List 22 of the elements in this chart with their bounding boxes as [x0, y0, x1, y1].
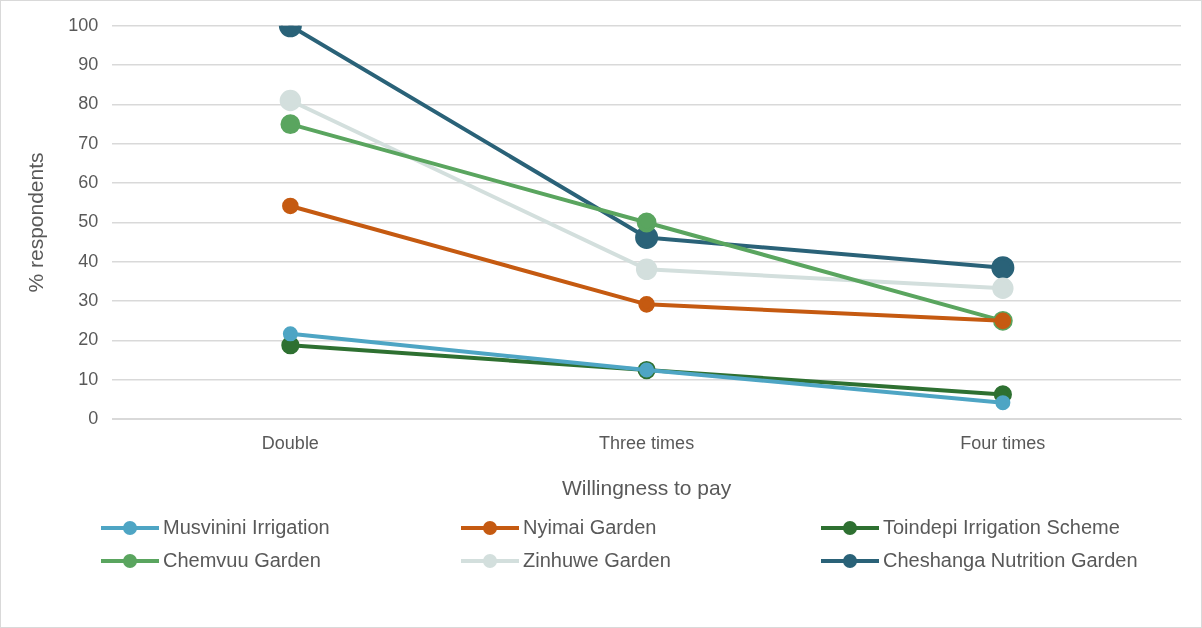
- y-tick-label: 90: [78, 54, 99, 75]
- y-tick-label: 60: [78, 172, 99, 193]
- legend-label: Cheshanga Nutrition Garden: [883, 549, 1138, 572]
- y-tick-label: 40: [78, 250, 99, 271]
- x-tick-label: Four times: [960, 432, 1046, 453]
- x-tick-label: Three times: [599, 432, 695, 453]
- x-axis-title: Willingness to pay: [561, 476, 732, 500]
- y-tick-label: 0: [88, 408, 99, 429]
- legend-label: Nyimai Garden: [523, 516, 657, 539]
- y-axis-title: % respondents: [24, 152, 48, 293]
- y-tick-label: 30: [78, 290, 99, 311]
- legend-label: Chemvuu Garden: [163, 549, 321, 572]
- y-tick-label: 70: [78, 132, 99, 153]
- x-tick-label: Double: [261, 432, 319, 453]
- y-tick-label: 50: [78, 211, 99, 232]
- y-tick-label: 100: [68, 14, 99, 35]
- legend-label: Zinhuwe Garden: [523, 549, 671, 572]
- legend-label: Toindepi Irrigation Scheme: [883, 516, 1120, 539]
- y-tick-label: 80: [78, 93, 99, 114]
- y-tick-label: 10: [78, 368, 99, 389]
- y-tick-label: 20: [78, 329, 99, 350]
- legend-label: Musvinini Irrigation: [163, 516, 330, 539]
